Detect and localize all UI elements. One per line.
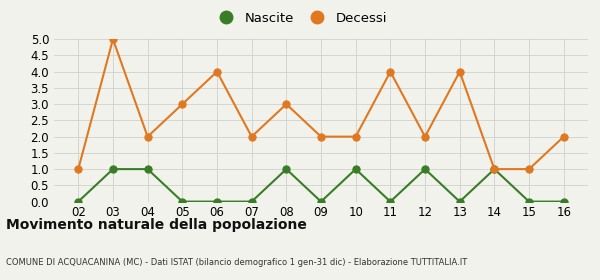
- Text: Movimento naturale della popolazione: Movimento naturale della popolazione: [6, 218, 307, 232]
- Text: COMUNE DI ACQUACANINA (MC) - Dati ISTAT (bilancio demografico 1 gen-31 dic) - El: COMUNE DI ACQUACANINA (MC) - Dati ISTAT …: [6, 258, 467, 267]
- Legend: Nascite, Decessi: Nascite, Decessi: [208, 7, 392, 30]
